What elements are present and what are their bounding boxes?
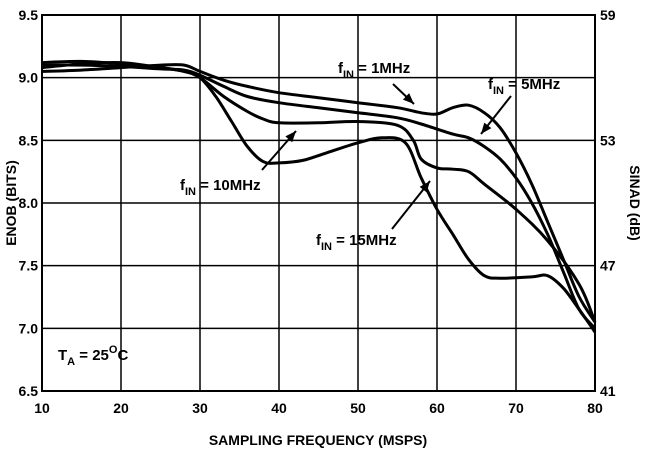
temperature-label: TA = 25OC: [58, 344, 128, 368]
label-subscript: IN: [321, 241, 332, 253]
label-subscript: IN: [185, 186, 196, 198]
label-subscript: IN: [343, 69, 354, 81]
arrow-10mhz: [261, 130, 297, 171]
label-subscript: IN: [493, 85, 504, 97]
annotation-arrows: [261, 83, 512, 230]
series-lines: [41, 59, 597, 333]
y-tick-label: 8.0: [19, 195, 39, 211]
y2-tick-label: 53: [600, 132, 616, 148]
y-tick-labels: 6.5 7.0 7.5 8.0 8.5 9.0 9.5: [19, 7, 39, 399]
x-tick-label: 60: [429, 400, 445, 416]
label-1mhz: fIN = 1MHz: [338, 60, 410, 81]
label-10mhz: fIN = 10MHz: [180, 177, 261, 198]
temperature-value: = 25: [75, 347, 109, 364]
y2-tick-labels: 41 47 53 59: [600, 7, 616, 399]
arrow-head: [481, 122, 492, 134]
label-main: f: [338, 60, 344, 77]
label-value: = 10MHz: [196, 177, 261, 194]
temperature-superscript: O: [109, 344, 118, 356]
arrow-head: [419, 181, 430, 193]
y-axis-label: ENOB (BITS): [3, 160, 19, 246]
x-tick-label: 20: [113, 400, 129, 416]
y2-tick-label: 47: [600, 258, 616, 274]
arrow-1mhz: [392, 83, 415, 105]
temperature-unit: C: [117, 347, 128, 364]
series-line-5mhz: [41, 63, 597, 330]
temperature-subscript: A: [67, 356, 75, 368]
label-value: = 5MHz: [504, 76, 560, 93]
x-axis-label: SAMPLING FREQUENCY (MSPS): [209, 432, 427, 448]
x-tick-label: 50: [350, 400, 366, 416]
arrow-head: [285, 131, 296, 143]
series-line-1mhz: [41, 63, 597, 323]
arrow-5mhz: [480, 95, 512, 135]
y2-tick-label: 59: [600, 7, 616, 23]
y2-axis-label: SINAD (dB): [627, 165, 643, 240]
series-line-10mhz: [41, 59, 597, 323]
grid-lines: [41, 14, 596, 392]
arrow-head: [402, 93, 414, 104]
y2-tick-label: 41: [600, 383, 616, 399]
label-main: f: [180, 177, 186, 194]
y-tick-label: 6.5: [19, 383, 39, 399]
x-tick-label: 70: [508, 400, 524, 416]
x-tick-label: 10: [34, 400, 50, 416]
label-main: f: [316, 232, 322, 249]
y-tick-label: 7.5: [19, 258, 39, 274]
arrow-15mhz: [391, 180, 431, 230]
label-value: = 15MHz: [332, 232, 397, 249]
x-tick-labels: 10 20 30 40 50 60 70 80: [34, 400, 603, 416]
y-tick-label: 9.0: [19, 70, 39, 86]
y-tick-label: 7.0: [19, 320, 39, 336]
y-tick-label: 8.5: [19, 132, 39, 148]
x-tick-label: 30: [192, 400, 208, 416]
temperature-main: T: [58, 347, 67, 364]
label-main: f: [488, 76, 494, 93]
label-5mhz: fIN = 5MHz: [488, 76, 560, 97]
y-tick-label: 9.5: [19, 7, 39, 23]
x-tick-label: 40: [271, 400, 287, 416]
series-line-15mhz: [41, 60, 597, 333]
label-15mhz: fIN = 15MHz: [316, 232, 397, 253]
label-value: = 1MHz: [354, 60, 410, 77]
x-tick-label: 80: [587, 400, 603, 416]
